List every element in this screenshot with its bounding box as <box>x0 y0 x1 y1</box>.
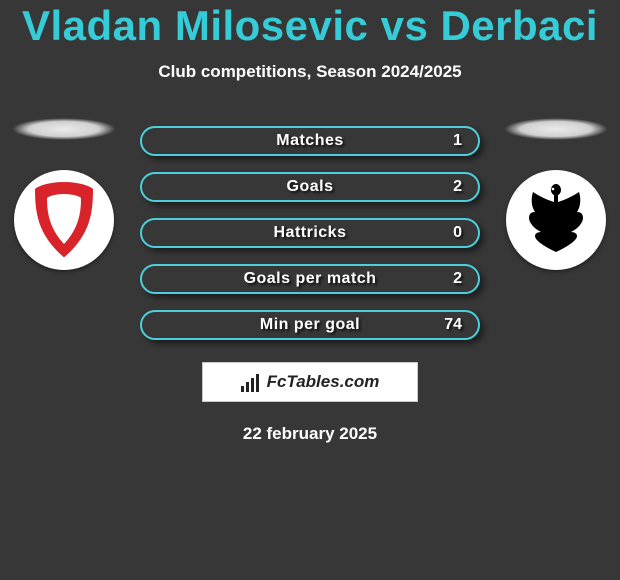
stat-row-goals: Goals 2 <box>140 172 480 202</box>
right-player-col <box>500 118 612 270</box>
brand-text: FcTables.com <box>267 372 380 392</box>
stats-column: Matches 1 Goals 2 Hattricks 0 Goals per … <box>120 126 500 340</box>
stat-label: Goals <box>287 178 334 196</box>
player-shadow-icon <box>12 118 116 140</box>
left-club-logo <box>14 170 114 270</box>
brand-badge[interactable]: FcTables.com <box>202 362 418 402</box>
stat-right-value: 0 <box>453 224 462 242</box>
aarau-eagle-icon <box>517 178 595 262</box>
stat-label: Hattricks <box>274 224 347 242</box>
right-club-logo <box>506 170 606 270</box>
stat-row-min-per-goal: Min per goal 74 <box>140 310 480 340</box>
stat-label: Matches <box>276 132 344 150</box>
stat-row-hattricks: Hattricks 0 <box>140 218 480 248</box>
stat-right-value: 1 <box>453 132 462 150</box>
stat-right-value: 74 <box>444 316 462 334</box>
date-text: 22 february 2025 <box>0 424 620 444</box>
stat-right-value: 2 <box>453 178 462 196</box>
stat-label: Goals per match <box>244 270 377 288</box>
stat-row-matches: Matches 1 <box>140 126 480 156</box>
bar-chart-icon <box>241 372 263 392</box>
vaduz-shield-icon <box>29 178 99 262</box>
page-title: Vladan Milosevic vs Derbaci <box>0 2 620 50</box>
stat-label: Min per goal <box>260 316 360 334</box>
stat-right-value: 2 <box>453 270 462 288</box>
content-row: Matches 1 Goals 2 Hattricks 0 Goals per … <box>0 118 620 340</box>
stat-row-goals-per-match: Goals per match 2 <box>140 264 480 294</box>
subtitle: Club competitions, Season 2024/2025 <box>0 62 620 82</box>
stats-card: Vladan Milosevic vs Derbaci Club competi… <box>0 0 620 444</box>
left-player-col <box>8 118 120 270</box>
player-shadow-icon <box>504 118 608 140</box>
